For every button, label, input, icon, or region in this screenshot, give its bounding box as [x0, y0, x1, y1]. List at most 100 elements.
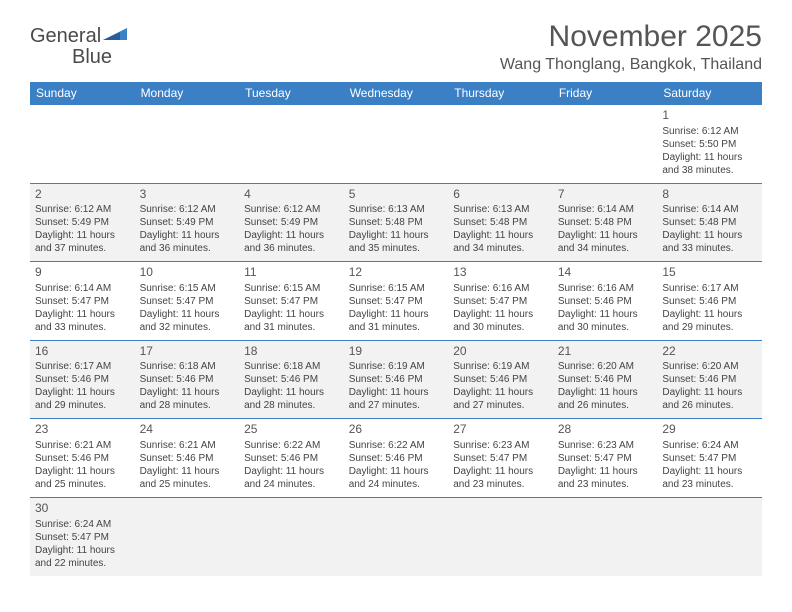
day-number: 12 [349, 265, 444, 281]
sunset-line: Sunset: 5:46 PM [35, 373, 130, 386]
weekday-header: Saturday [657, 82, 762, 105]
calendar-cell: 20Sunrise: 6:19 AMSunset: 5:46 PMDayligh… [448, 340, 553, 419]
calendar-cell: 21Sunrise: 6:20 AMSunset: 5:46 PMDayligh… [553, 340, 658, 419]
calendar-cell: 5Sunrise: 6:13 AMSunset: 5:48 PMDaylight… [344, 183, 449, 262]
sunrise-line: Sunrise: 6:23 AM [453, 439, 548, 452]
daylight-line: Daylight: 11 hours and 23 minutes. [453, 465, 548, 491]
calendar-cell [448, 497, 553, 575]
day-number: 19 [349, 344, 444, 360]
sunset-line: Sunset: 5:46 PM [453, 373, 548, 386]
day-number: 6 [453, 187, 548, 203]
daylight-line: Daylight: 11 hours and 31 minutes. [349, 308, 444, 334]
daylight-line: Daylight: 11 hours and 30 minutes. [453, 308, 548, 334]
day-number: 20 [453, 344, 548, 360]
weekday-header: Thursday [448, 82, 553, 105]
day-number: 10 [140, 265, 235, 281]
day-number: 7 [558, 187, 653, 203]
sunrise-line: Sunrise: 6:14 AM [558, 203, 653, 216]
daylight-line: Daylight: 11 hours and 25 minutes. [35, 465, 130, 491]
sunset-line: Sunset: 5:47 PM [662, 452, 757, 465]
calendar-row: 9Sunrise: 6:14 AMSunset: 5:47 PMDaylight… [30, 262, 762, 341]
calendar-table: SundayMondayTuesdayWednesdayThursdayFrid… [30, 82, 762, 576]
calendar-cell [448, 105, 553, 184]
day-number: 29 [662, 422, 757, 438]
sunrise-line: Sunrise: 6:23 AM [558, 439, 653, 452]
calendar-cell: 18Sunrise: 6:18 AMSunset: 5:46 PMDayligh… [239, 340, 344, 419]
sunset-line: Sunset: 5:47 PM [453, 295, 548, 308]
day-number: 5 [349, 187, 444, 203]
day-number: 18 [244, 344, 339, 360]
day-number: 8 [662, 187, 757, 203]
logo-text-part2: Blue [72, 46, 112, 68]
calendar-cell [657, 497, 762, 575]
calendar-row: 16Sunrise: 6:17 AMSunset: 5:46 PMDayligh… [30, 340, 762, 419]
daylight-line: Daylight: 11 hours and 22 minutes. [35, 544, 130, 570]
weekday-header: Tuesday [239, 82, 344, 105]
daylight-line: Daylight: 11 hours and 34 minutes. [453, 229, 548, 255]
daylight-line: Daylight: 11 hours and 26 minutes. [558, 386, 653, 412]
calendar-cell [553, 497, 658, 575]
calendar-cell [30, 105, 135, 184]
daylight-line: Daylight: 11 hours and 36 minutes. [244, 229, 339, 255]
calendar-cell [553, 105, 658, 184]
day-number: 1 [662, 108, 757, 124]
sunset-line: Sunset: 5:46 PM [558, 295, 653, 308]
sunset-line: Sunset: 5:48 PM [453, 216, 548, 229]
sunrise-line: Sunrise: 6:20 AM [662, 360, 757, 373]
day-number: 25 [244, 422, 339, 438]
day-number: 30 [35, 501, 130, 517]
sunrise-line: Sunrise: 6:19 AM [349, 360, 444, 373]
sunrise-line: Sunrise: 6:18 AM [244, 360, 339, 373]
calendar-cell: 14Sunrise: 6:16 AMSunset: 5:46 PMDayligh… [553, 262, 658, 341]
sunrise-line: Sunrise: 6:15 AM [244, 282, 339, 295]
calendar-cell: 16Sunrise: 6:17 AMSunset: 5:46 PMDayligh… [30, 340, 135, 419]
calendar-cell [344, 497, 449, 575]
day-number: 23 [35, 422, 130, 438]
logo-flag-icon [103, 26, 131, 47]
sunrise-line: Sunrise: 6:21 AM [35, 439, 130, 452]
daylight-line: Daylight: 11 hours and 28 minutes. [140, 386, 235, 412]
sunset-line: Sunset: 5:47 PM [453, 452, 548, 465]
day-number: 17 [140, 344, 235, 360]
day-number: 3 [140, 187, 235, 203]
sunrise-line: Sunrise: 6:20 AM [558, 360, 653, 373]
daylight-line: Daylight: 11 hours and 33 minutes. [35, 308, 130, 334]
sunset-line: Sunset: 5:46 PM [244, 452, 339, 465]
sunrise-line: Sunrise: 6:12 AM [662, 125, 757, 138]
sunrise-line: Sunrise: 6:22 AM [244, 439, 339, 452]
calendar-cell: 6Sunrise: 6:13 AMSunset: 5:48 PMDaylight… [448, 183, 553, 262]
sunrise-line: Sunrise: 6:13 AM [349, 203, 444, 216]
day-number: 9 [35, 265, 130, 281]
sunset-line: Sunset: 5:46 PM [662, 373, 757, 386]
calendar-cell: 23Sunrise: 6:21 AMSunset: 5:46 PMDayligh… [30, 419, 135, 498]
day-number: 4 [244, 187, 339, 203]
daylight-line: Daylight: 11 hours and 27 minutes. [453, 386, 548, 412]
calendar-cell: 9Sunrise: 6:14 AMSunset: 5:47 PMDaylight… [30, 262, 135, 341]
sunset-line: Sunset: 5:48 PM [662, 216, 757, 229]
weekday-header: Monday [135, 82, 240, 105]
calendar-cell [135, 105, 240, 184]
logo: General Blue [30, 26, 131, 68]
calendar-cell: 8Sunrise: 6:14 AMSunset: 5:48 PMDaylight… [657, 183, 762, 262]
calendar-row: 30Sunrise: 6:24 AMSunset: 5:47 PMDayligh… [30, 497, 762, 575]
day-number: 24 [140, 422, 235, 438]
sunset-line: Sunset: 5:47 PM [35, 531, 130, 544]
sunset-line: Sunset: 5:46 PM [140, 373, 235, 386]
calendar-body: 1Sunrise: 6:12 AMSunset: 5:50 PMDaylight… [30, 105, 762, 576]
day-number: 2 [35, 187, 130, 203]
daylight-line: Daylight: 11 hours and 32 minutes. [140, 308, 235, 334]
sunrise-line: Sunrise: 6:15 AM [140, 282, 235, 295]
sunrise-line: Sunrise: 6:12 AM [140, 203, 235, 216]
calendar-cell: 25Sunrise: 6:22 AMSunset: 5:46 PMDayligh… [239, 419, 344, 498]
calendar-cell: 13Sunrise: 6:16 AMSunset: 5:47 PMDayligh… [448, 262, 553, 341]
daylight-line: Daylight: 11 hours and 31 minutes. [244, 308, 339, 334]
sunset-line: Sunset: 5:47 PM [349, 295, 444, 308]
calendar-cell [135, 497, 240, 575]
calendar-cell: 10Sunrise: 6:15 AMSunset: 5:47 PMDayligh… [135, 262, 240, 341]
sunrise-line: Sunrise: 6:12 AM [244, 203, 339, 216]
sunset-line: Sunset: 5:49 PM [140, 216, 235, 229]
calendar-page: General Blue November 2025 Wang Thonglan… [0, 0, 792, 596]
sunset-line: Sunset: 5:46 PM [244, 373, 339, 386]
calendar-cell: 17Sunrise: 6:18 AMSunset: 5:46 PMDayligh… [135, 340, 240, 419]
sunrise-line: Sunrise: 6:18 AM [140, 360, 235, 373]
